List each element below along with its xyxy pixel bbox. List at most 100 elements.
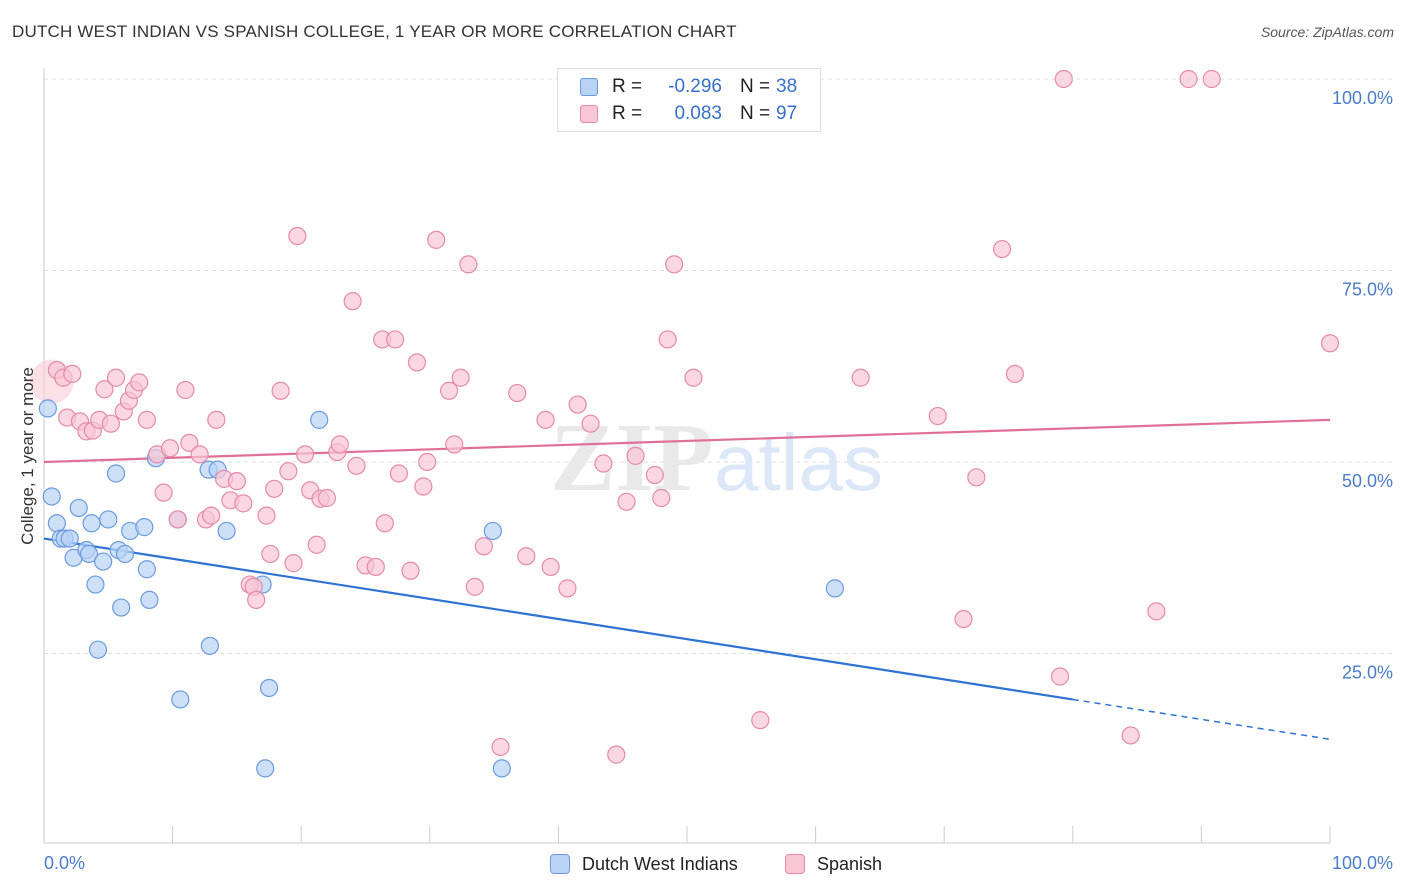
spanish-point bbox=[389, 464, 409, 483]
tick-label-layer: 25.0% 50.0% 75.0% 100.0% 0.0% 100.0% bbox=[44, 88, 1393, 873]
spanish-point bbox=[658, 330, 677, 349]
grid-layer bbox=[44, 78, 1392, 654]
dutch-west-indians-point bbox=[42, 487, 61, 506]
spanish-point bbox=[451, 368, 470, 387]
spanish-point bbox=[234, 494, 253, 513]
spanish-point bbox=[491, 737, 510, 757]
spanish-point bbox=[967, 468, 986, 487]
y-tick-label: 100.0% bbox=[1332, 88, 1393, 108]
dutch-west-indians-point bbox=[99, 510, 118, 529]
dutch-west-indians-point bbox=[82, 514, 101, 533]
trend-layer bbox=[43, 418, 1331, 741]
dutch-west-indians-point bbox=[825, 579, 844, 598]
spanish-point bbox=[261, 544, 280, 564]
spanish-point bbox=[541, 557, 560, 577]
spanish-point bbox=[385, 330, 405, 349]
spanish-trendline bbox=[43, 418, 1331, 464]
source-label: Source: ZipAtlas.com bbox=[1260, 24, 1394, 40]
n-value: 38 bbox=[776, 76, 798, 97]
chart-title: DUTCH WEST INDIAN VS SPANISH COLLEGE, 1 … bbox=[12, 22, 737, 41]
spanish-point bbox=[257, 506, 276, 525]
spanish-point bbox=[928, 406, 947, 426]
spanish-point bbox=[1147, 602, 1166, 621]
spanish-point bbox=[401, 561, 420, 580]
blue-swatch-icon bbox=[580, 78, 598, 96]
n-label: N = bbox=[740, 103, 771, 124]
x-tick-label-max: 100.0% bbox=[1332, 853, 1393, 873]
spanish-point bbox=[617, 492, 636, 511]
dutch-west-indians-point bbox=[200, 636, 219, 655]
spanish-point bbox=[227, 472, 246, 491]
dutch-west-indians-point bbox=[492, 759, 511, 778]
spanish-point bbox=[1179, 69, 1198, 89]
dutch-west-indians-point bbox=[137, 560, 156, 579]
spanish-point bbox=[427, 230, 446, 249]
spanish-point bbox=[407, 353, 427, 372]
spanish-point bbox=[558, 579, 577, 598]
dutch-west-indians-point bbox=[112, 598, 131, 617]
legend-row-dutch-west-indians: R = -0.296 N = 38 bbox=[580, 75, 797, 99]
spanish-point bbox=[445, 435, 464, 454]
spanish-point bbox=[1320, 334, 1340, 353]
y-tick-label: 25.0% bbox=[1342, 663, 1393, 683]
spanish-point bbox=[418, 452, 437, 472]
spanish-point bbox=[168, 510, 187, 529]
spanish-point bbox=[271, 381, 290, 400]
spanish-point bbox=[581, 414, 600, 433]
spanish-point bbox=[665, 255, 684, 274]
points-layer bbox=[29, 69, 1340, 778]
n-label: N = bbox=[740, 76, 771, 97]
dutch-west-indians-trendline-extension bbox=[1072, 698, 1331, 741]
blue-swatch-icon bbox=[550, 854, 570, 874]
dutch-west-indians-point bbox=[259, 678, 279, 698]
spanish-point bbox=[106, 368, 126, 387]
spanish-point bbox=[954, 609, 973, 629]
dutch-west-indians-point bbox=[60, 529, 79, 548]
dutch-west-indians-point bbox=[171, 690, 190, 709]
dutch-west-indians-point bbox=[483, 521, 502, 541]
spanish-point bbox=[279, 462, 298, 481]
spanish-point bbox=[207, 410, 226, 429]
spanish-point bbox=[330, 435, 349, 454]
correlation-legend: R = -0.296 N = 38 R = 0.083 N = 97 bbox=[557, 68, 821, 132]
dutch-west-indians-point bbox=[140, 590, 159, 609]
spanish-point bbox=[1202, 69, 1221, 89]
dutch-west-indians-point bbox=[115, 544, 135, 564]
dutch-west-indians-point bbox=[94, 552, 113, 571]
dutch-west-indians-point bbox=[106, 464, 126, 483]
legend-item-dutch-west-indians: Dutch West Indians bbox=[550, 852, 738, 876]
dutch-west-indians-point bbox=[310, 410, 329, 429]
spanish-point bbox=[176, 380, 195, 400]
spanish-point bbox=[180, 433, 199, 452]
spanish-point bbox=[190, 445, 209, 464]
r-value: 0.083 bbox=[674, 103, 722, 124]
spanish-point bbox=[1121, 726, 1140, 745]
dutch-west-indians-point bbox=[217, 521, 236, 541]
spanish-point bbox=[1005, 364, 1025, 384]
spanish-point bbox=[375, 514, 394, 533]
legend-row-spanish: R = 0.083 N = 97 bbox=[580, 102, 797, 126]
dutch-west-indians-point bbox=[256, 759, 275, 778]
dutch-west-indians-point bbox=[88, 640, 108, 659]
spanish-point bbox=[439, 381, 459, 400]
spanish-point bbox=[684, 368, 703, 387]
spanish-point bbox=[568, 395, 587, 414]
dutch-west-indians-point bbox=[38, 399, 57, 418]
dutch-west-indians-point bbox=[69, 498, 88, 518]
dutch-west-indians-trendline bbox=[43, 537, 1073, 701]
y-tick-label: 50.0% bbox=[1342, 471, 1393, 491]
spanish-point bbox=[160, 439, 180, 458]
pink-swatch-icon bbox=[785, 854, 805, 874]
spanish-point bbox=[465, 577, 484, 596]
spanish-point bbox=[645, 465, 664, 485]
spanish-point bbox=[366, 557, 385, 577]
spanish-point bbox=[517, 547, 536, 566]
spanish-point bbox=[137, 410, 156, 429]
spanish-point bbox=[751, 711, 770, 730]
spanish-point bbox=[594, 454, 613, 473]
spanish-point bbox=[284, 554, 303, 573]
spanish-point bbox=[343, 292, 362, 311]
spanish-point bbox=[347, 456, 366, 475]
spanish-point bbox=[992, 239, 1012, 259]
y-axis-label: College, 1 year or more bbox=[18, 367, 37, 545]
